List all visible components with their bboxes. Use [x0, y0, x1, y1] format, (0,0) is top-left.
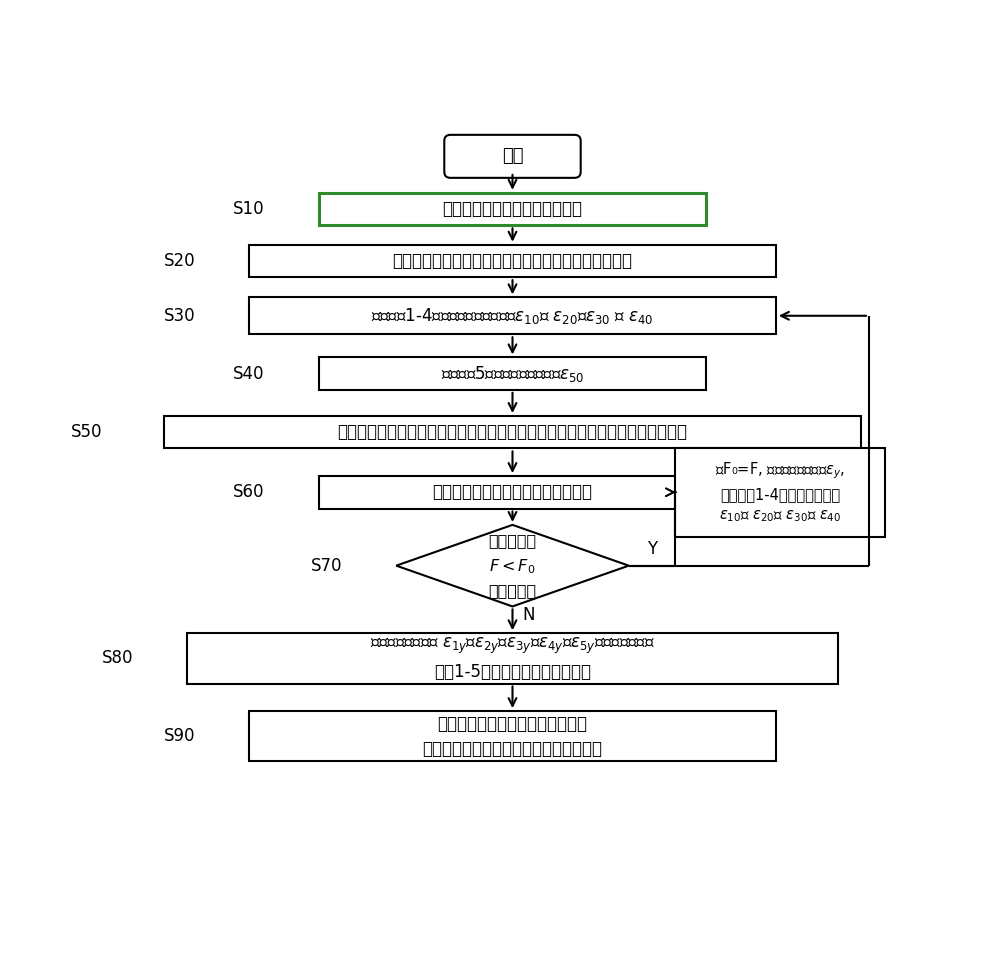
Text: 开始: 开始 — [502, 147, 523, 166]
Bar — [249, 298, 776, 334]
Bar — [319, 357, 706, 390]
Bar — [249, 245, 776, 277]
FancyBboxPatch shape — [444, 135, 581, 178]
Text: S90: S90 — [164, 727, 195, 745]
Bar — [187, 633, 838, 684]
Bar — [675, 448, 885, 536]
Text: S50: S50 — [70, 423, 102, 441]
Bar — [249, 711, 776, 762]
Text: Y: Y — [647, 540, 657, 559]
Text: S60: S60 — [233, 483, 265, 502]
Text: S80: S80 — [102, 649, 133, 667]
Text: S40: S40 — [233, 365, 265, 382]
Text: N: N — [523, 606, 535, 624]
Text: 计算机架5的压下率初始分配值$\varepsilon_{50}$: 计算机架5的压下率初始分配值$\varepsilon_{50}$ — [441, 364, 584, 383]
Text: 令F₀=F, 保存对应的压下率$\varepsilon_y$,
调整机架1-4的压下量设定值
$\varepsilon_{10}$、 $\varepsilon_: 令F₀=F, 保存对应的压下率$\varepsilon_y$, 调整机架1-4的… — [715, 460, 845, 525]
Text: 对轧制压力、轧制功率以及打滑与热滑伤、板形与板凸度是否超限进行综合判断: 对轧制压力、轧制功率以及打滑与热滑伤、板形与板凸度是否超限进行综合判断 — [338, 423, 688, 441]
Text: 收集机组的关键设备与工艺参数: 收集机组的关键设备与工艺参数 — [442, 200, 582, 218]
Text: S10: S10 — [233, 200, 265, 218]
Text: 计算当前压下规程下的优化目标函数: 计算当前压下规程下的优化目标函数 — [432, 483, 592, 502]
Text: S20: S20 — [163, 252, 195, 270]
Text: 定义兼顾板形与板凸度压下规程优化中涉及的过程参数: 定义兼顾板形与板凸度压下规程优化中涉及的过程参数 — [392, 252, 633, 270]
Bar — [164, 416, 861, 449]
Text: 判断不等式
$F$$<$$F_0$
是否成立？: 判断不等式 $F$$<$$F_0$ 是否成立？ — [488, 534, 537, 598]
Text: 根据所求出的最佳压下量设定值，
实现对机组的压下规程进行综合优化设定: 根据所求出的最佳压下量设定值， 实现对机组的压下规程进行综合优化设定 — [422, 715, 602, 758]
Text: S30: S30 — [163, 307, 195, 325]
Polygon shape — [396, 525, 629, 607]
Text: S70: S70 — [311, 557, 342, 575]
Text: 给定机架1-4的压下率的初始分配值$\varepsilon_{10}$、 $\varepsilon_{20}$、$\varepsilon_{30}$ 和 $\v: 给定机架1-4的压下率的初始分配值$\varepsilon_{10}$、 $\v… — [371, 306, 654, 325]
Bar — [319, 476, 706, 508]
Bar — [319, 193, 706, 225]
Text: 输出最优压下规程 $\varepsilon_{1y}$、$\varepsilon_{2y}$、$\varepsilon_{3y}$、$\varepsilon_{: 输出最优压下规程 $\varepsilon_{1y}$、$\varepsilon… — [370, 636, 655, 681]
